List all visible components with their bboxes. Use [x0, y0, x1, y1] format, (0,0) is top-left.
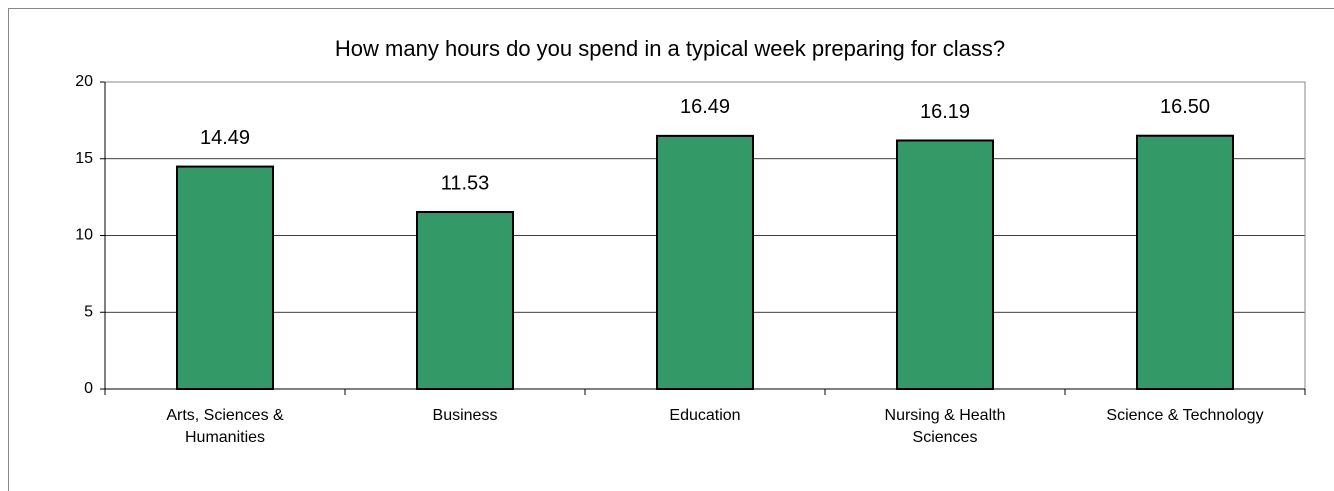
bar — [656, 134, 754, 390]
y-tick-label: 5 — [84, 303, 93, 320]
data-label: 16.49 — [680, 96, 730, 118]
x-tick-label: Science & Technology — [1106, 407, 1264, 424]
y-tick-label: 0 — [84, 380, 93, 397]
x-tick-label: Arts, Sciences & Humanities — [166, 407, 284, 446]
data-label: 16.19 — [920, 101, 970, 123]
bar — [176, 165, 274, 390]
data-label: 16.50 — [1160, 96, 1210, 118]
x-tick-label: Education — [669, 407, 741, 424]
bar — [896, 139, 994, 390]
chart-title: How many hours do you spend in a typical… — [335, 36, 1005, 61]
data-label: 11.53 — [441, 172, 490, 194]
bar — [416, 211, 514, 390]
y-tick-label: 10 — [75, 227, 93, 244]
data-label: 14.49 — [200, 127, 250, 149]
x-tick-label: Nursing & Health Sciences — [884, 407, 1006, 446]
x-tick-label: Business — [432, 407, 498, 424]
y-tick-label: 20 — [75, 73, 93, 90]
bar — [1136, 134, 1234, 390]
y-tick-label: 15 — [75, 150, 93, 167]
